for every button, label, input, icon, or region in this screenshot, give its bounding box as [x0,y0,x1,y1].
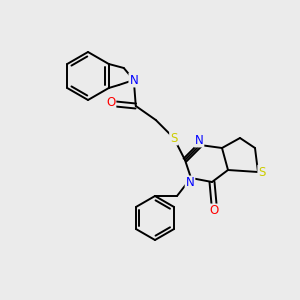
Text: O: O [209,205,219,218]
Text: O: O [106,97,116,110]
Text: N: N [129,74,138,86]
Text: S: S [170,131,178,145]
Text: N: N [186,176,194,190]
Text: N: N [195,134,203,146]
Text: S: S [258,166,266,178]
